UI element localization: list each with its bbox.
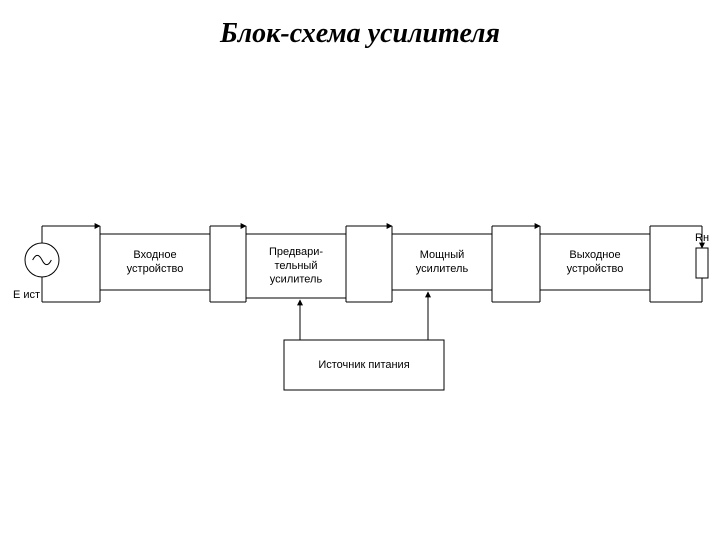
svg-text:устройство: устройство	[127, 263, 184, 275]
page-title: Блок-схема усилителя	[0, 18, 720, 50]
svg-text:Источник питания: Источник питания	[318, 359, 409, 371]
source-label: Е ист	[13, 289, 40, 301]
svg-text:Выходное: Выходное	[569, 249, 620, 261]
block-diagram: Е ист Входное устройство Предвари-тельный ус…	[0, 0, 720, 540]
svg-text:Мощный: Мощный	[420, 249, 465, 261]
svg-text:усилитель: усилитель	[270, 274, 323, 286]
svg-text:Входное: Входное	[133, 249, 176, 261]
title-text: Блок-схема усилителя	[220, 18, 500, 49]
svg-text:устройство: устройство	[567, 263, 624, 275]
svg-text:тельный: тельный	[275, 260, 318, 272]
svg-text:Предвари-: Предвари-	[269, 246, 323, 258]
svg-text:усилитель: усилитель	[416, 263, 469, 275]
